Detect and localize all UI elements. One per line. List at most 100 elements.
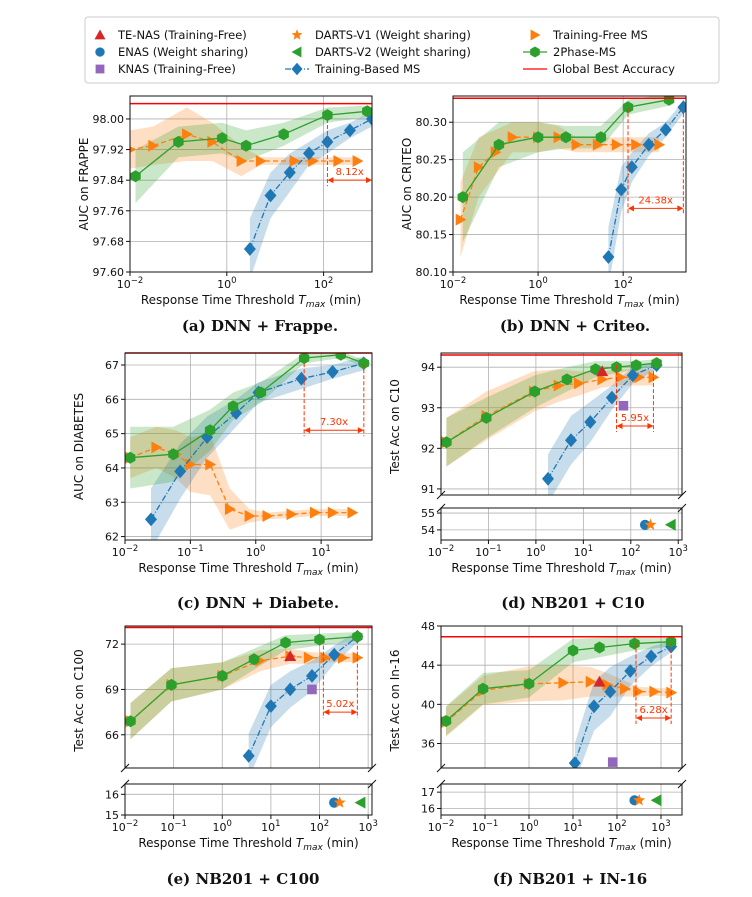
data-point [333, 155, 345, 167]
x-tick-label: 103 [358, 819, 377, 834]
legend-item: ENAS (Weight sharing) [95, 45, 248, 59]
axes-box-lower [124, 783, 373, 816]
data-point [584, 415, 597, 429]
speedup-annotation [322, 639, 358, 719]
legend-marker [95, 64, 105, 74]
plot-area [125, 353, 370, 540]
y-tick-label: 64 [105, 462, 119, 475]
data-point [362, 105, 372, 118]
data-point [216, 132, 228, 145]
data-point [493, 138, 505, 151]
data-point [306, 669, 318, 683]
arrow-head [677, 205, 684, 212]
x-tick-label: 10−1 [177, 544, 204, 559]
data-point [602, 678, 614, 691]
data-point [145, 512, 157, 527]
data-point [337, 651, 349, 664]
y-tick-label: 98.00 [93, 113, 125, 126]
chart-panel: 5.95x 10−2 10−1 100 101 102 103 91 92 93 94 54 55 Res… [388, 352, 688, 612]
y-tick-label: 48 [421, 620, 435, 633]
legend: TE-NAS (Training-Free) ENAS (Weight shari… [84, 16, 720, 84]
baseline-point [354, 796, 366, 809]
arrow-head [304, 427, 311, 434]
y-tick-label: 80.10 [416, 266, 448, 279]
data-point [366, 112, 372, 126]
axis-break [367, 779, 377, 789]
data-point [625, 160, 638, 174]
arrow-head [628, 205, 635, 212]
speedup-annotation [616, 365, 654, 433]
legend-frame [84, 16, 720, 84]
legend-item: KNAS (Training-Free) [95, 62, 236, 76]
panel-caption: (a) DNN + Frappe. [182, 317, 338, 335]
y-tick-label: 16 [105, 788, 119, 801]
panel-caption: (b) DNN + Criteo. [500, 317, 650, 335]
y-tick-label: 91 [421, 483, 435, 496]
arrow-head [323, 709, 330, 716]
x-tick-label: 101 [563, 819, 582, 834]
data-point [622, 101, 634, 114]
data-point [441, 715, 452, 727]
baseline-point [633, 794, 646, 806]
data-point [645, 649, 658, 664]
data-point [174, 464, 187, 479]
chart-panel: 5.02x 10−2 10−1 100 101 102 103 66 69 72 15 16 Respo… [72, 625, 378, 888]
data-point [310, 506, 321, 519]
data-point [130, 170, 141, 183]
series-line [574, 646, 672, 764]
x-tick-label: 101 [574, 544, 593, 559]
arrow-head [327, 177, 334, 184]
data-point [585, 675, 597, 688]
y-axis-label: AUC on DIABETES [72, 393, 86, 500]
legend-label: 2Phase-MS [553, 45, 616, 59]
legend-label: ENAS (Weight sharing) [118, 45, 248, 59]
y-tick-label: 80.25 [416, 154, 448, 167]
data-point [166, 678, 177, 691]
y-tick-label: 62 [105, 531, 119, 544]
series-line [130, 354, 365, 459]
axis-break [677, 503, 687, 513]
data-point [264, 699, 277, 713]
data-point [321, 135, 334, 149]
arrow-head [647, 423, 654, 430]
data-point [631, 138, 642, 151]
legend-label: Training-Free MS [552, 28, 648, 42]
arrow-head [357, 427, 364, 434]
confidence-band [130, 353, 364, 489]
speedup-label: 5.02x [326, 699, 354, 710]
confidence-band [130, 426, 353, 530]
y-tick-label: 97.92 [93, 144, 125, 157]
x-tick-label: 102 [621, 544, 640, 559]
data-point [659, 122, 672, 137]
axes-box [124, 625, 373, 769]
x-tick-label: 10−1 [472, 819, 499, 834]
data-point [352, 630, 363, 643]
data-point [565, 433, 577, 448]
data-point [264, 188, 277, 203]
axes-frame [452, 95, 687, 273]
y-tick-label: 44 [421, 659, 435, 672]
data-point [532, 131, 544, 144]
y-tick-label: 93 [421, 402, 435, 415]
axes-box [440, 625, 683, 769]
data-point [654, 138, 666, 151]
data-point [280, 636, 291, 649]
x-tick-label: 10−2 [117, 276, 144, 291]
arrow-head [616, 423, 623, 430]
chart-panel: 8.12x 10−2 100 102 97.60 97.68 97.76 97.84 97.92… [77, 95, 373, 335]
data-point [326, 365, 339, 379]
legend-item: Training-Based MS [285, 62, 420, 76]
legend-label: KNAS (Training-Free) [118, 62, 236, 76]
data-point [303, 651, 315, 664]
confidence-band [446, 665, 672, 737]
x-tick-label: 102 [314, 276, 333, 291]
x-tick-label: 10−2 [112, 544, 139, 559]
axes-frame [129, 95, 373, 273]
arrow-head [366, 177, 372, 184]
axis-break [677, 490, 687, 500]
data-point [611, 138, 623, 151]
y-tick-label: 97.84 [93, 174, 125, 187]
baseline-point [593, 675, 606, 687]
data-point [173, 135, 184, 148]
